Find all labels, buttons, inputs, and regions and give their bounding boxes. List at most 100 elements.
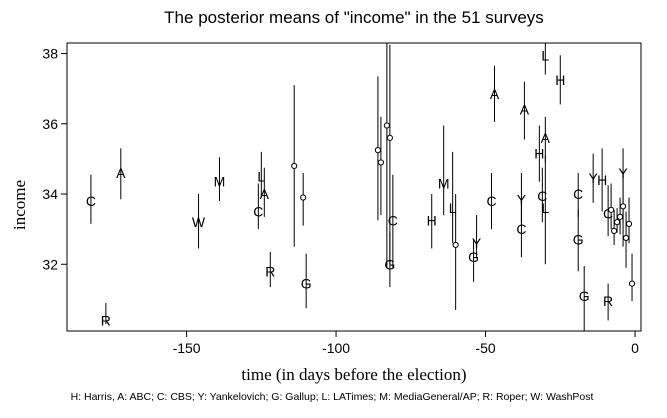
point-marker: [383, 122, 390, 129]
point-label: C: [603, 205, 613, 221]
data-point: [386, 44, 393, 265]
data-point: [628, 253, 636, 302]
point-label: R: [603, 293, 613, 309]
data-point: C: [486, 172, 497, 230]
point-marker: [622, 234, 630, 242]
point-label: Y: [588, 170, 598, 186]
data-point: [377, 116, 385, 216]
point-label: A: [541, 130, 551, 146]
point-label: G: [468, 249, 479, 265]
point-label: C: [86, 193, 96, 209]
data-point: G: [579, 266, 590, 331]
data-point: C: [388, 174, 398, 268]
point-marker: [613, 219, 621, 226]
point-marker: [374, 147, 382, 154]
data-point: Y: [588, 153, 598, 203]
data-point: Y: [517, 172, 527, 223]
data-point: [625, 197, 633, 244]
point-label: C: [388, 212, 398, 228]
point-label: H: [534, 146, 544, 162]
point-marker: [625, 220, 633, 227]
point-label: H: [555, 72, 565, 88]
point-label: M: [214, 174, 226, 190]
data-point: H: [427, 194, 437, 249]
x-tick-label: 0: [631, 340, 639, 356]
data-point: L: [541, 43, 549, 75]
data-point: C: [537, 167, 547, 223]
point-marker: [619, 203, 627, 210]
data-point: [291, 85, 298, 247]
point-label: C: [516, 221, 526, 237]
data-point: H: [534, 125, 544, 182]
point-label: G: [579, 288, 590, 304]
point-marker: [386, 134, 393, 141]
data-point: G: [573, 209, 584, 272]
y-axis-title: income: [10, 180, 29, 230]
data-point: [452, 194, 459, 310]
x-tick-label: -50: [475, 340, 495, 356]
data-point: C: [86, 174, 96, 224]
data-point: [616, 197, 624, 235]
data-point: [374, 76, 382, 221]
point-marker: [377, 159, 385, 166]
data-point: [622, 211, 630, 268]
data-point: A: [490, 65, 500, 123]
point-marker: [291, 162, 298, 170]
x-axis: -150 -100 -50 0: [173, 331, 639, 356]
x-axis-title: time (in days before the election): [241, 365, 466, 384]
point-marker: [452, 241, 459, 249]
data-point: A: [520, 81, 530, 140]
point-label: L: [541, 47, 549, 63]
data-point: C: [603, 185, 613, 237]
data-point: [300, 172, 307, 226]
data-point: L: [541, 155, 549, 265]
point-label: A: [490, 86, 500, 102]
data-point: Y: [472, 215, 482, 258]
point-marker: [608, 206, 615, 213]
data-point: H: [597, 148, 607, 212]
data-point: [619, 172, 627, 247]
point-label: Y: [472, 235, 482, 251]
point-label: H: [427, 212, 437, 228]
data-point: M: [438, 125, 450, 216]
data-point: C: [573, 172, 583, 217]
point-label: G: [573, 232, 584, 248]
data-point: R: [265, 251, 275, 288]
legend-footnote: H: Harris, A: ABC; C: CBS; Y: Yankelovic…: [71, 391, 594, 403]
y-tick-label: 38: [42, 46, 58, 62]
point-marker: [628, 280, 636, 287]
y-tick-label: 32: [42, 256, 58, 272]
point-label: Y: [517, 191, 527, 207]
point-label: R: [101, 312, 111, 328]
point-label: G: [301, 276, 312, 292]
data-point: C: [253, 183, 263, 230]
point-label: A: [260, 186, 270, 202]
point-label: W: [192, 214, 206, 230]
point-label: L: [257, 168, 265, 184]
point-label: A: [116, 165, 126, 181]
y-axis: 32 34 36 38: [42, 46, 67, 272]
point-label: A: [520, 102, 530, 118]
data-point: [608, 183, 615, 230]
data-point: G: [468, 239, 479, 282]
data-point: R: [101, 302, 111, 328]
point-label: C: [537, 188, 547, 204]
point-marker: [610, 227, 618, 235]
data-point: L: [257, 151, 265, 198]
point-label: H: [597, 172, 607, 188]
y-tick-label: 34: [42, 186, 58, 202]
point-label: M: [438, 175, 450, 191]
chart-title: The posterior means of "income" in the 5…: [164, 8, 544, 27]
point-label: C: [253, 204, 263, 220]
data-point: A: [260, 167, 270, 217]
point-label: C: [573, 186, 583, 202]
point-label: C: [486, 193, 496, 209]
x-tick-label: -150: [173, 340, 201, 356]
data-point: R: [603, 283, 613, 321]
data-point: G: [301, 253, 312, 309]
data-point: M: [214, 157, 226, 202]
point-label: L: [541, 200, 549, 216]
data-point: H: [555, 55, 565, 105]
